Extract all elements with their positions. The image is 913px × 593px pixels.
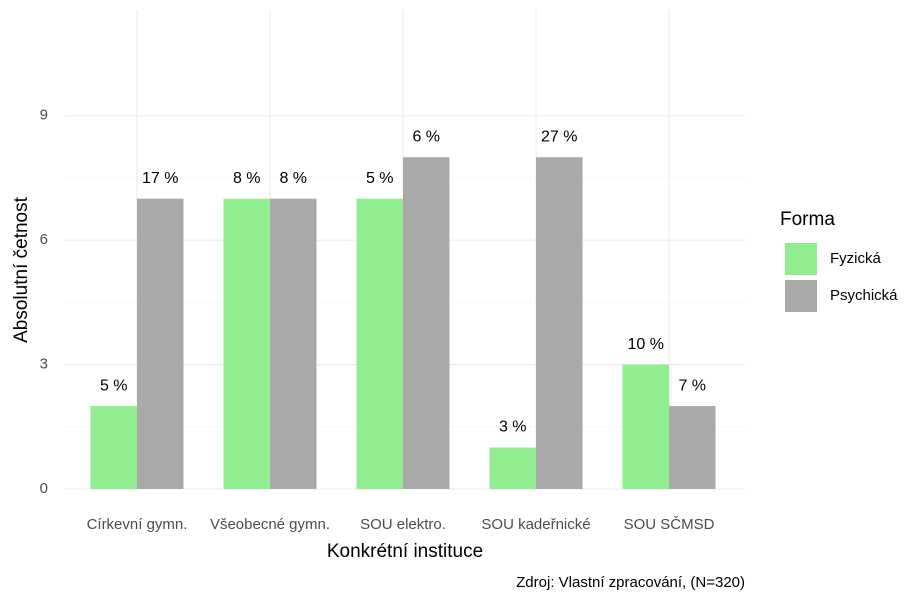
bar — [137, 198, 184, 490]
data-label: 10 % — [628, 336, 664, 353]
y-tick-label: 6 — [40, 231, 48, 248]
x-tick-label: SOU SČMSD — [624, 516, 715, 533]
data-label: 6 % — [412, 128, 440, 145]
bar — [223, 198, 270, 490]
data-label: 7 % — [678, 377, 706, 394]
y-tick-label: 0 — [40, 480, 48, 497]
legend-label: Psychická — [830, 287, 898, 304]
legend-title: Forma — [780, 209, 835, 230]
x-axis-label: Konkrétní instituce — [327, 541, 483, 562]
data-label: 8 % — [279, 170, 307, 187]
bar — [489, 447, 536, 489]
bar — [536, 157, 583, 490]
legend-swatch — [785, 280, 817, 312]
y-axis-label: Absolutní četnost — [11, 196, 32, 342]
data-label: 5 % — [100, 377, 128, 394]
data-label: 8 % — [233, 170, 261, 187]
data-label: 17 % — [142, 170, 178, 187]
x-tick-label: SOU elektro. — [360, 516, 446, 533]
bar — [356, 198, 403, 490]
x-tick-label: Všeobecné gymn. — [210, 516, 330, 533]
x-tick-label: Církevní gymn. — [87, 516, 188, 533]
y-tick-label: 3 — [40, 356, 48, 373]
legend-swatch — [785, 243, 817, 275]
y-tick-label: 9 — [40, 107, 48, 124]
data-label: 3 % — [499, 419, 527, 436]
legend-label: Fyzická — [830, 250, 881, 267]
bar — [90, 406, 137, 489]
bar — [669, 406, 716, 489]
data-label: 5 % — [366, 170, 394, 187]
x-tick-label: SOU kadeřnické — [481, 516, 590, 533]
caption: Zdroj: Vlastní zpracování, (N=320) — [516, 574, 745, 591]
bar — [270, 198, 317, 490]
data-label: 27 % — [541, 128, 577, 145]
bar — [403, 157, 450, 490]
bar — [622, 364, 669, 489]
